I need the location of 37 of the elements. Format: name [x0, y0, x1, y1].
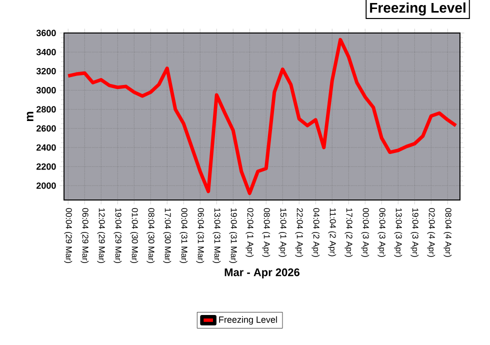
x-tick-label: 00:04 (29 Mar)	[64, 208, 72, 263]
x-tick-label: 04:04 (2 Apr)	[312, 208, 320, 257]
x-tick-label: 19:04 (3 Apr)	[410, 208, 419, 257]
legend-label: Freezing Level	[219, 316, 277, 325]
x-tick-label: 00:04 (31 Mar)	[180, 208, 188, 263]
x-tick-label: 00:04 (3 Apr)	[361, 208, 370, 257]
y-tick-label: 3400	[36, 48, 56, 56]
y-tick-label: 2800	[36, 106, 56, 113]
y-tick-label: 3600	[36, 30, 56, 36]
x-tick-label: 12:04 (29 Mar)	[97, 208, 106, 263]
x-axis-title: Mar - Apr 2026	[224, 268, 300, 278]
x-tick-label: 15:04 (1 Apr)	[278, 208, 287, 257]
y-tick-label: 2600	[36, 125, 56, 132]
x-tick-label: 13:04 (31 Mar)	[212, 208, 221, 263]
x-tick-label: 08:04 (4 Apr)	[444, 208, 452, 257]
x-tick-label: 02:04 (1 Apr)	[246, 208, 254, 257]
x-tick-label: 06:04 (3 Apr)	[378, 208, 386, 257]
x-tick-label: 13:04 (3 Apr)	[394, 208, 402, 257]
x-tick-label: 06:04 (31 Mar)	[196, 208, 204, 263]
x-tick-label: 02:04 (4 Apr)	[427, 208, 436, 257]
x-tick-label: 01:04 (30 Mar)	[130, 208, 138, 263]
y-tick-label: 2000	[36, 182, 56, 189]
chart-title: Freezing Level	[370, 2, 466, 16]
x-tick-label: 08:04 (1 Apr)	[262, 208, 270, 257]
y-axis-title: m	[26, 112, 34, 122]
x-tick-label: 19:04 (29 Mar)	[114, 208, 122, 263]
x-tick-label: 19:04 (31 Mar)	[229, 208, 238, 263]
x-tick-label: 11:04 (2 Apr)	[328, 208, 336, 256]
x-tick-label: 17:04 (2 Apr)	[344, 208, 353, 257]
x-tick-label: 17:04 (30 Mar)	[163, 208, 172, 263]
y-tick-label: 2400	[36, 144, 56, 151]
y-tick-label: 3000	[36, 87, 56, 94]
x-tick-label: 06:04 (29 Mar)	[80, 208, 89, 263]
y-tick-label: 2200	[36, 163, 56, 170]
y-tick-label: 3200	[36, 68, 56, 74]
x-tick-label: 08:04 (30 Mar)	[146, 208, 155, 263]
x-tick-label: 22:04 (1 Apr)	[295, 208, 304, 257]
